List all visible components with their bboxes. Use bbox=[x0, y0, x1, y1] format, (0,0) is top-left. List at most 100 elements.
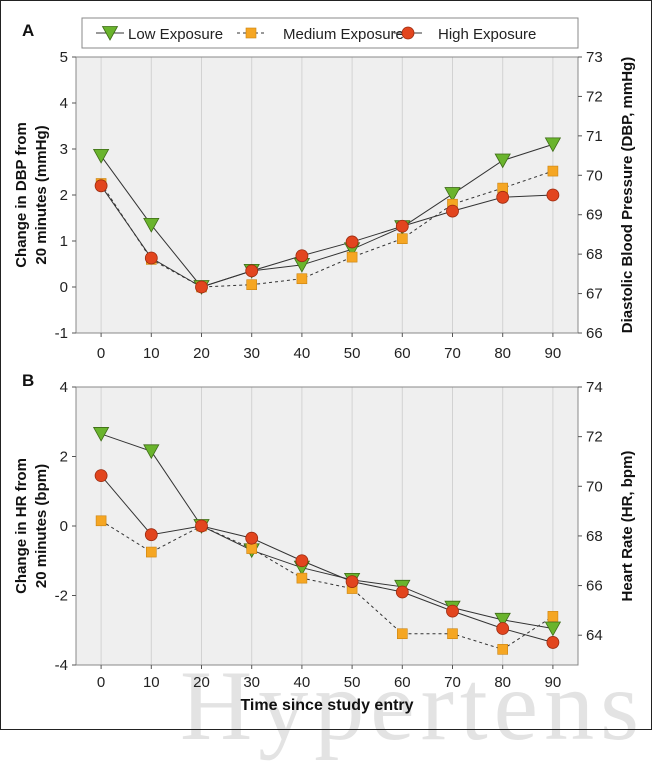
y-tick-label: -2 bbox=[55, 588, 68, 605]
x-tick-label: 60 bbox=[394, 345, 411, 362]
x-tick-label: 30 bbox=[243, 674, 260, 691]
x-tick-label: 50 bbox=[344, 674, 361, 691]
data-point bbox=[547, 611, 559, 622]
legend: Low Exposure Medium Exposure High Exposure bbox=[81, 17, 579, 49]
x-tick-label: 70 bbox=[444, 674, 461, 691]
y-right-tick-label: 70 bbox=[586, 167, 603, 184]
data-point bbox=[143, 217, 160, 233]
y-right-tick-label: 70 bbox=[586, 478, 603, 495]
panel-letter: B bbox=[22, 371, 34, 390]
x-tick-label: 10 bbox=[143, 345, 160, 362]
y-right-tick-label: 68 bbox=[586, 528, 603, 545]
data-point bbox=[144, 251, 158, 265]
y-tick-label: 5 bbox=[60, 49, 68, 66]
legend-label: Medium Exposure bbox=[283, 26, 404, 43]
data-point bbox=[296, 273, 308, 285]
y-tick-label: -4 bbox=[55, 657, 68, 674]
data-point bbox=[296, 572, 308, 584]
y-tick-label: -1 bbox=[55, 325, 68, 342]
data-point bbox=[95, 515, 107, 527]
data-point bbox=[496, 190, 510, 204]
panel-b: B -4 -2 0 2 4 64 66 68 70 72 74 0 10 20 30 40 50 60 70 80 90 T… bbox=[13, 371, 636, 714]
plot-area bbox=[76, 57, 578, 333]
series-line bbox=[100, 185, 553, 288]
series-line bbox=[100, 143, 554, 288]
data-point bbox=[494, 612, 511, 628]
y-right-tick-label: 72 bbox=[586, 429, 603, 446]
legend-label: High Exposure bbox=[438, 26, 536, 43]
legend-marker bbox=[401, 26, 415, 40]
legend-marker bbox=[101, 26, 119, 41]
data-point bbox=[345, 235, 359, 249]
y-tick-label: 3 bbox=[60, 141, 68, 158]
x-tick-label: 10 bbox=[143, 674, 160, 691]
data-point bbox=[395, 585, 409, 599]
y-right-tick-label: 68 bbox=[586, 246, 603, 263]
x-tick-label: 80 bbox=[494, 674, 511, 691]
series-line bbox=[100, 433, 553, 630]
series-line bbox=[100, 520, 554, 650]
y-right-tick-label: 74 bbox=[586, 379, 603, 396]
data-point bbox=[144, 528, 158, 542]
data-point bbox=[295, 249, 309, 263]
y-tick-label: 2 bbox=[60, 449, 68, 466]
plot-area bbox=[76, 387, 578, 665]
data-point bbox=[345, 575, 359, 588]
x-tick-label: 40 bbox=[294, 345, 311, 362]
data-point bbox=[246, 543, 257, 554]
panel-letter: A bbox=[22, 21, 34, 40]
y-right-axis-label: Diastolic Blood Pressure (DBP, mmHg) bbox=[619, 57, 636, 333]
data-point bbox=[195, 280, 208, 294]
series-line bbox=[100, 170, 554, 288]
y-tick-label: 1 bbox=[60, 233, 68, 250]
data-point bbox=[544, 137, 562, 153]
data-point bbox=[143, 444, 160, 460]
data-point bbox=[92, 148, 110, 164]
data-point bbox=[245, 531, 259, 545]
data-point bbox=[497, 644, 509, 655]
data-point bbox=[395, 219, 409, 233]
x-tick-label: 0 bbox=[97, 674, 105, 691]
data-point bbox=[245, 264, 259, 278]
data-point bbox=[546, 188, 560, 202]
y-right-axis-label: Heart Rate (HR, bpm) bbox=[619, 451, 636, 602]
data-point bbox=[146, 546, 157, 558]
y-right-tick-label: 66 bbox=[586, 325, 603, 342]
data-point bbox=[195, 519, 208, 533]
data-point bbox=[544, 621, 562, 637]
panel-a: A -1 0 1 2 3 4 5 66 67 68 69 70 71 72 73 0 10 20 30 40 50 60 70… bbox=[13, 17, 636, 362]
data-point bbox=[295, 554, 309, 568]
data-point bbox=[346, 251, 358, 263]
y-tick-label: 2 bbox=[60, 187, 68, 204]
y-tick-label: 0 bbox=[60, 279, 68, 296]
y-right-tick-label: 67 bbox=[586, 286, 603, 303]
data-point bbox=[446, 604, 459, 618]
y-right-tick-label: 66 bbox=[586, 578, 603, 595]
y-right-tick-label: 72 bbox=[586, 88, 603, 105]
x-tick-label: 40 bbox=[294, 674, 311, 691]
x-axis-label: Time since study entry bbox=[240, 697, 413, 714]
data-point bbox=[92, 427, 110, 442]
x-tick-label: 70 bbox=[444, 345, 461, 362]
y-axis-label: Change in DBP from bbox=[13, 122, 30, 268]
y-tick-label: 4 bbox=[60, 379, 68, 396]
x-tick-label: 30 bbox=[243, 345, 260, 362]
legend-box bbox=[81, 17, 579, 49]
data-point bbox=[396, 628, 408, 640]
data-point bbox=[444, 187, 461, 202]
data-point bbox=[447, 628, 458, 640]
y-right-tick-label: 69 bbox=[586, 207, 603, 224]
legend-marker bbox=[245, 27, 257, 39]
legend-label: Low Exposure bbox=[128, 26, 223, 43]
series-line bbox=[100, 475, 554, 643]
data-point bbox=[546, 636, 560, 649]
data-point bbox=[547, 165, 559, 177]
y-right-tick-label: 73 bbox=[586, 49, 603, 66]
y-right-tick-label: 71 bbox=[586, 128, 603, 145]
x-tick-label: 60 bbox=[394, 674, 411, 691]
data-point bbox=[396, 233, 408, 244]
x-tick-label: 50 bbox=[344, 345, 361, 362]
x-tick-label: 0 bbox=[97, 345, 105, 362]
y-axis-label: Change in HR from bbox=[13, 458, 30, 594]
